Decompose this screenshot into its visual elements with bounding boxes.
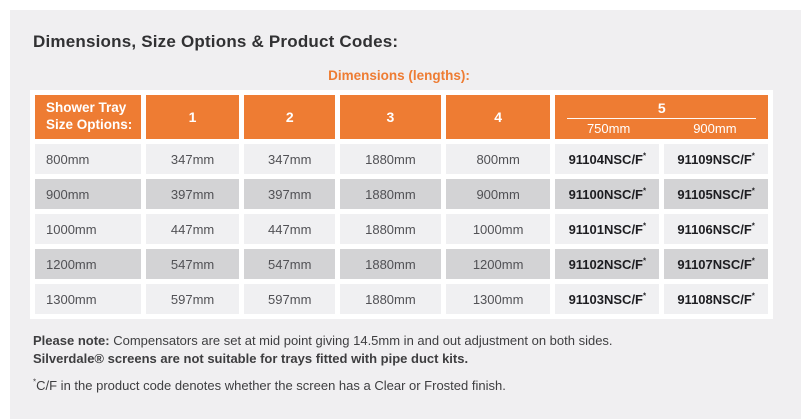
footnote-pipe-duct: Silverdale® screens are not suitable for…	[33, 351, 469, 366]
table-row: 1200mm 547mm 547mm 1880mm 1200mm 91102NS…	[35, 249, 768, 279]
code-cell-750: 91100NSC/F*	[555, 179, 660, 209]
product-code: 91107NSC/F	[677, 256, 752, 272]
header-sub-750mm: 750mm	[586, 120, 631, 136]
table-row: 1300mm 597mm 597mm 1880mm 1300mm 91103NS…	[35, 284, 768, 314]
footnote-mark: *	[751, 256, 755, 266]
table-row: 800mm 347mm 347mm 1880mm 800mm 91104NSC/…	[35, 144, 768, 174]
dim-cell: 1880mm	[340, 179, 441, 209]
dim-cell: 1200mm	[445, 249, 551, 279]
dim-cell: 597mm	[244, 284, 336, 314]
dim-cell: 1000mm	[445, 214, 551, 244]
size-cell: 1000mm	[35, 214, 141, 244]
product-code: 91106NSC/F	[677, 221, 752, 237]
header-col-5-divider	[567, 117, 756, 119]
footnote-mark: *	[751, 151, 755, 161]
table-row: 900mm 397mm 397mm 1880mm 900mm 91100NSC/…	[35, 179, 768, 209]
header-col-5: 5 750mm 900mm	[555, 95, 768, 139]
code-cell-900: 91108NSC/F*	[664, 284, 768, 314]
size-cell: 1300mm	[35, 284, 141, 314]
size-cell: 1200mm	[35, 249, 141, 279]
code-cell-750: 91104NSC/F*	[555, 144, 660, 174]
dim-cell: 397mm	[145, 179, 240, 209]
dim-cell: 1880mm	[340, 144, 441, 174]
size-cell: 900mm	[35, 179, 141, 209]
code-cell-900: 91105NSC/F*	[664, 179, 768, 209]
dim-cell: 547mm	[244, 249, 336, 279]
code-cell-750: 91103NSC/F*	[555, 284, 660, 314]
product-code: 91100NSC/F	[568, 186, 643, 202]
code-cell-750: 91101NSC/F*	[555, 214, 660, 244]
product-code: 91101NSC/F	[568, 221, 643, 237]
footnotes: Please note: Compensators are set at mid…	[33, 332, 801, 395]
dimensions-lengths-heading: Dimensions (lengths):	[328, 68, 470, 83]
table-row: 1000mm 447mm 447mm 1880mm 1000mm 91101NS…	[35, 214, 768, 244]
footnote-mark: *	[643, 291, 647, 301]
product-code: 91102NSC/F	[568, 256, 643, 272]
footnote-compensators-text: Compensators are set at mid point giving…	[109, 333, 613, 348]
dim-cell: 1880mm	[340, 249, 441, 279]
header-col-2: 2	[244, 95, 336, 139]
dim-cell: 447mm	[244, 214, 336, 244]
dim-cell: 347mm	[244, 144, 336, 174]
dim-cell: 1880mm	[340, 214, 441, 244]
header-sub-900mm: 900mm	[693, 120, 737, 136]
dim-cell: 347mm	[145, 144, 240, 174]
header-row: Shower Tray Size Options: 1 2 3 4 5 750m…	[35, 95, 768, 139]
footnote-compensators: Please note: Compensators are set at mid…	[33, 332, 801, 350]
size-cell: 800mm	[35, 144, 141, 174]
dim-cell: 800mm	[445, 144, 551, 174]
footnote-mark: *	[643, 186, 647, 196]
product-code: 91108NSC/F	[677, 291, 752, 307]
footnote-mark: *	[643, 221, 647, 231]
footnote-mark: *	[33, 377, 37, 387]
product-code: 91109NSC/F	[677, 151, 752, 167]
header-col-5-label: 5	[657, 99, 666, 116]
header-col-5-subheaders: 750mm 900mm	[555, 121, 768, 136]
footnote-mark: *	[643, 256, 647, 266]
page-title: Dimensions, Size Options & Product Codes…	[33, 32, 399, 51]
dim-cell: 447mm	[145, 214, 240, 244]
content-panel: Dimensions, Size Options & Product Codes…	[10, 10, 801, 419]
dimensions-table: Shower Tray Size Options: 1 2 3 4 5 750m…	[30, 90, 773, 319]
header-col-4: 4	[445, 95, 551, 139]
dim-cell: 1300mm	[445, 284, 551, 314]
spec-table-wrap: Shower Tray Size Options: 1 2 3 4 5 750m…	[30, 90, 773, 319]
footnote-mark: *	[751, 291, 755, 301]
footnote-mark: *	[751, 221, 755, 231]
please-note-label: Please note:	[33, 333, 110, 348]
dim-cell: 547mm	[145, 249, 240, 279]
code-cell-900: 91107NSC/F*	[664, 249, 768, 279]
header-shower-tray-size-options: Shower Tray Size Options:	[35, 95, 141, 139]
footnote-mark: *	[643, 151, 647, 161]
product-code: 91105NSC/F	[677, 186, 752, 202]
footnote-mark: *	[751, 186, 755, 196]
footnote-clear-frosted: *C/F in the product code denotes whether…	[33, 377, 801, 395]
header-col-3: 3	[340, 95, 441, 139]
dim-cell: 900mm	[445, 179, 551, 209]
code-cell-900: 91106NSC/F*	[664, 214, 768, 244]
dim-cell: 397mm	[244, 179, 336, 209]
header-col-1: 1	[145, 95, 240, 139]
code-cell-750: 91102NSC/F*	[555, 249, 660, 279]
dim-cell: 597mm	[145, 284, 240, 314]
code-cell-900: 91109NSC/F*	[664, 144, 768, 174]
product-code: 91103NSC/F	[568, 291, 643, 307]
footnote-clear-frosted-text: C/F in the product code denotes whether …	[36, 378, 506, 393]
dim-cell: 1880mm	[340, 284, 441, 314]
product-code: 91104NSC/F	[568, 151, 643, 167]
